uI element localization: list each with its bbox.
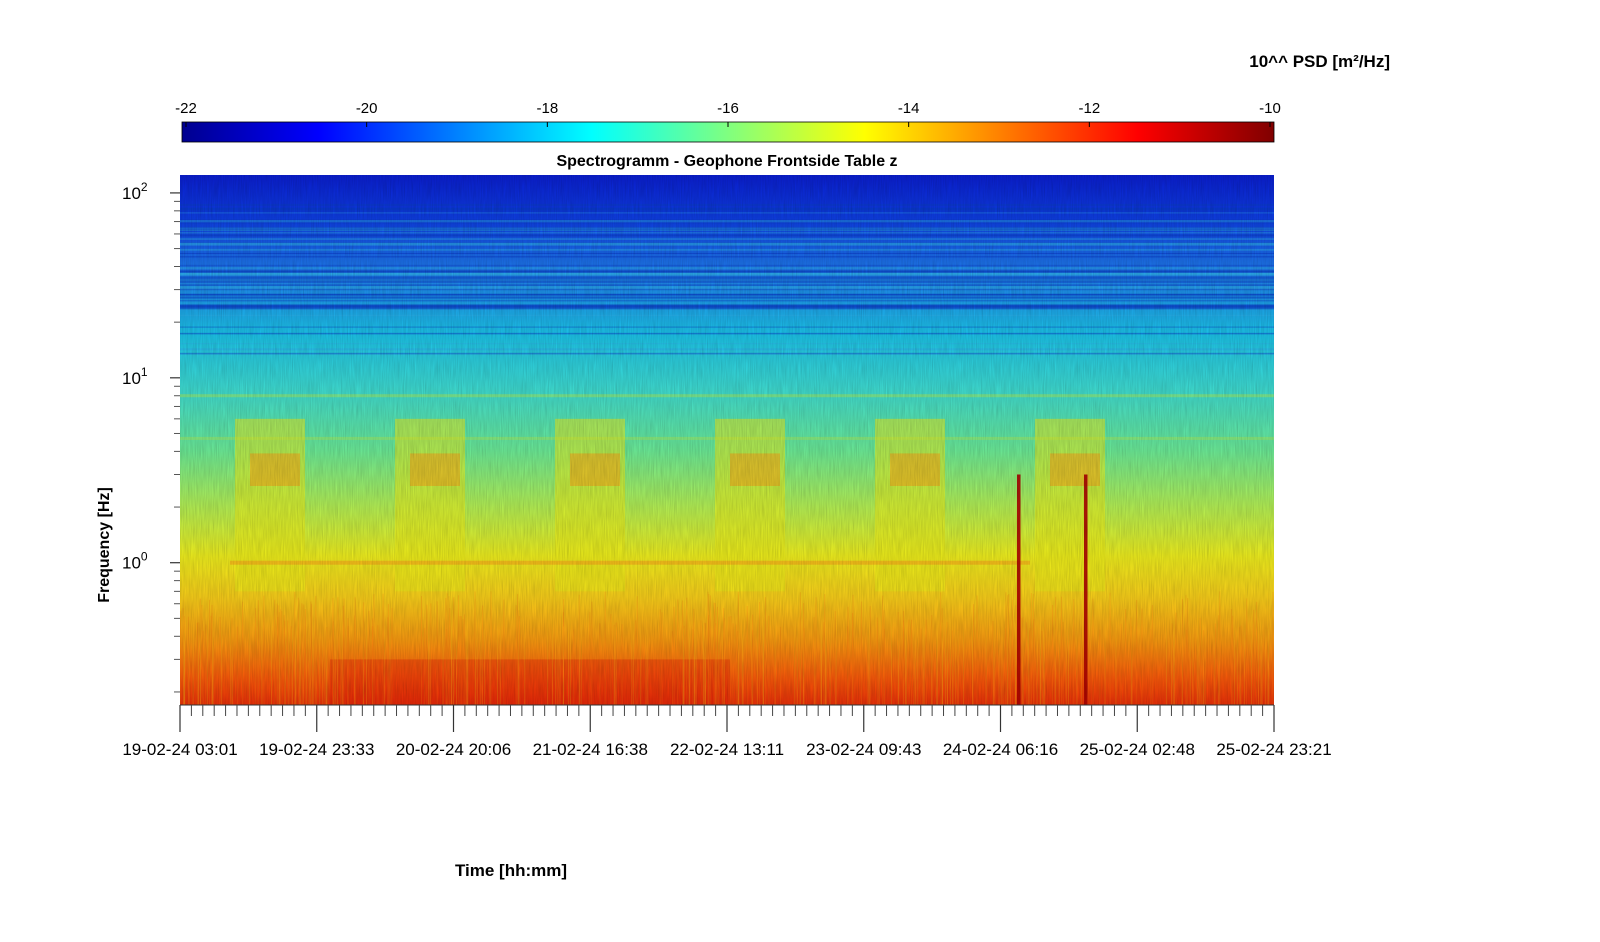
x-tick-label: 23-02-24 09:43 bbox=[806, 740, 921, 759]
x-tick-label: 19-02-24 23:33 bbox=[259, 740, 374, 759]
colorbar-tick-label: -14 bbox=[898, 100, 920, 117]
x-tick-label: 22-02-24 13:11 bbox=[670, 740, 784, 759]
x-tick-label: 20-02-24 20:06 bbox=[396, 740, 511, 759]
y-axis-label: Frequency [Hz] bbox=[96, 487, 113, 603]
x-tick-label: 25-02-24 02:48 bbox=[1080, 740, 1195, 759]
spectrogram-image bbox=[180, 175, 1274, 705]
x-tick-label: 19-02-24 03:01 bbox=[122, 740, 237, 759]
axes: 102 101 100 19-02-24 03:01 19-02-24 23:33 20… bbox=[122, 180, 1332, 759]
colorbar-label: 10^^ PSD [m²/Hz] bbox=[1249, 52, 1390, 71]
colorbar-tick-label: -12 bbox=[1078, 100, 1100, 117]
x-tick-label: 24-02-24 06:16 bbox=[943, 740, 1058, 759]
x-tick-label: 21-02-24 16:38 bbox=[533, 740, 648, 759]
y-tick-label: 100 bbox=[122, 550, 148, 573]
y-tick-label: 101 bbox=[122, 365, 148, 388]
colorbar: -22 -20 -18 -16 -14 -12 -10 bbox=[175, 100, 1281, 143]
colorbar-tick-label: -16 bbox=[717, 100, 739, 117]
chart-title: Spectrogramm - Geophone Frontside Table … bbox=[556, 153, 897, 170]
colorbar-tick-label: -18 bbox=[536, 100, 558, 117]
colorbar-tick-label: -22 bbox=[175, 100, 197, 117]
x-axis-label: Time [hh:mm] bbox=[455, 861, 567, 880]
colorbar-tick-label: -10 bbox=[1259, 100, 1281, 117]
y-tick-label: 102 bbox=[122, 180, 148, 203]
x-tick-label: 25-02-24 23:21 bbox=[1216, 740, 1331, 759]
colorbar-tick-label: -20 bbox=[356, 100, 378, 117]
